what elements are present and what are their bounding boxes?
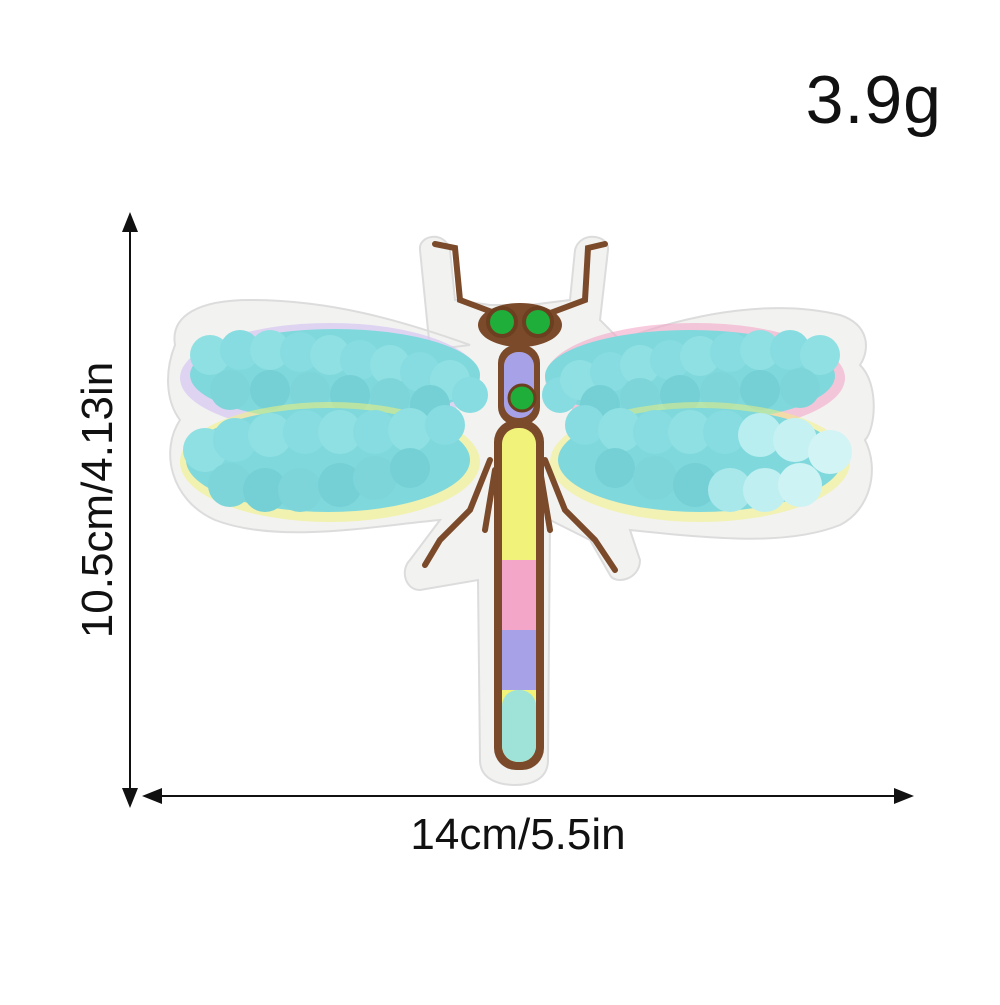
dragonfly-head — [478, 303, 562, 413]
wing-lower-right — [550, 402, 852, 522]
weight-label: 3.9g — [805, 62, 942, 138]
dragonfly-antennae — [432, 241, 608, 318]
left-eye — [486, 306, 518, 338]
wing-upper-right — [542, 323, 845, 433]
height-dimension-label: 10.5cm/4.13in — [73, 361, 122, 639]
dragonfly-legs — [422, 457, 618, 573]
wing-lower-left — [180, 402, 480, 522]
width-dimension-label: 14cm/5.5in — [410, 810, 626, 859]
right-eye — [522, 306, 554, 338]
wing-upper-left — [180, 323, 488, 433]
